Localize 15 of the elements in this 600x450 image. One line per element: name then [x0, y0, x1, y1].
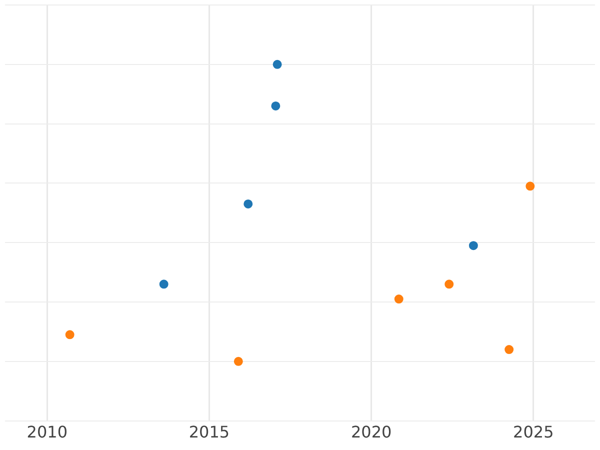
point — [159, 280, 168, 289]
point — [444, 280, 454, 289]
point — [65, 330, 74, 340]
point — [271, 101, 280, 110]
point — [468, 241, 478, 250]
point — [526, 182, 535, 191]
point — [394, 294, 404, 304]
point — [244, 199, 253, 208]
x-tick-label: 2015 — [188, 422, 230, 442]
x-tick-label: 2010 — [26, 422, 68, 442]
point — [234, 356, 243, 366]
x-tick-label: 2020 — [350, 422, 392, 442]
point — [504, 345, 514, 354]
point — [272, 60, 282, 69]
x-tick-label: 2025 — [513, 422, 554, 442]
